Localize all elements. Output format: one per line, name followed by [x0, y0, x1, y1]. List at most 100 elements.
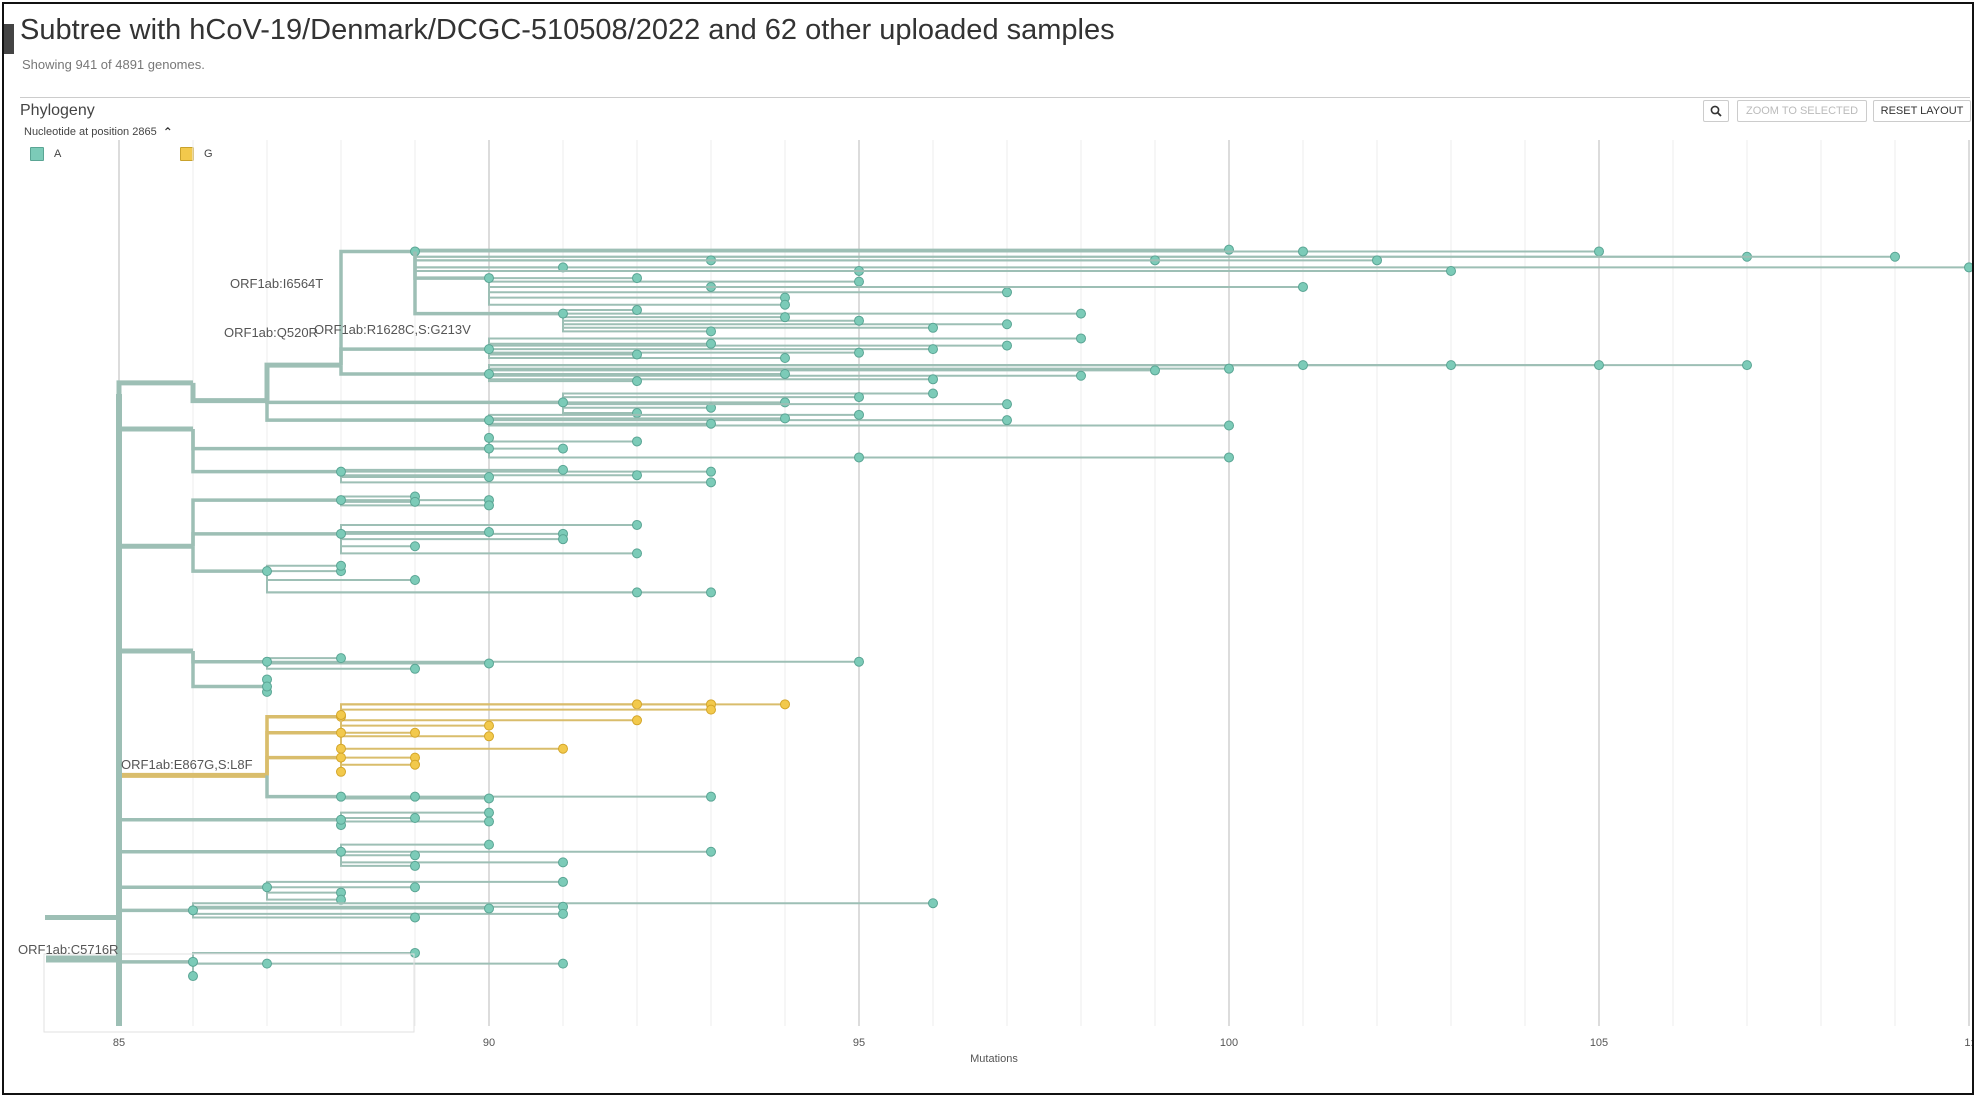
clade-branch: [339, 347, 489, 366]
tip-node: [1002, 399, 1012, 410]
tree-branch: [264, 362, 341, 401]
tip-branch: [192, 961, 267, 965]
x-tick-label: 105: [1590, 1037, 1608, 1049]
tip-node: [1446, 265, 1456, 276]
internal-node: [558, 397, 568, 408]
tip-branch: [488, 278, 1007, 294]
tree-branch: [190, 382, 267, 404]
internal-node: [336, 727, 346, 738]
legend-label-a: A: [54, 148, 62, 160]
clade-branch: [191, 498, 341, 547]
tip-node: [854, 452, 864, 463]
tip-node: [558, 958, 568, 969]
branch-mutation-label: ORF1ab:R1628C,S:G213V: [314, 322, 471, 337]
tip-branch: [266, 571, 637, 594]
divider: [20, 97, 1970, 98]
tip-node: [632, 715, 642, 726]
branch-mutation-label: ORF1ab:E867G,S:L8F: [121, 757, 253, 772]
tip-node: [336, 560, 346, 571]
tip-branch: [192, 910, 563, 915]
clade-branch: [191, 546, 267, 573]
zoom-to-selected-button[interactable]: ZOOM TO SELECTED: [1737, 100, 1867, 122]
tip-node: [1742, 360, 1752, 371]
tree-branch: [116, 380, 193, 634]
tip-node: [410, 947, 420, 958]
internal-node: [484, 344, 494, 355]
tip-node: [410, 850, 420, 861]
tip-node: [484, 432, 494, 443]
tip-node: [632, 273, 642, 284]
tip-node: [1298, 246, 1308, 257]
tip-branch: [340, 851, 415, 867]
tip-node: [928, 374, 938, 385]
tip-node: [484, 816, 494, 827]
tip-node: [706, 587, 716, 598]
legend-item-a[interactable]: A: [30, 147, 61, 161]
reset-layout-button[interactable]: RESET LAYOUT: [1873, 100, 1971, 122]
tip-node: [1446, 360, 1456, 371]
clade-branch: [191, 651, 267, 664]
tip-node: [558, 876, 568, 887]
clade-branch: [191, 532, 341, 547]
tip-branch: [340, 851, 563, 864]
tip-node: [632, 519, 642, 530]
tip-node: [706, 846, 716, 857]
tip-node: [1298, 360, 1308, 371]
tip-node: [632, 699, 642, 710]
x-tick-label: 100: [1220, 1037, 1238, 1049]
tip-branch: [340, 708, 711, 717]
tip-node: [1964, 262, 1972, 273]
internal-node: [484, 415, 494, 426]
tip-node: [1224, 363, 1234, 374]
legend-swatch-a: [30, 147, 44, 161]
tip-node: [484, 807, 494, 818]
internal-node: [336, 495, 346, 506]
tip-node: [1150, 365, 1160, 376]
legend-title: Nucleotide at position 2865: [24, 126, 157, 138]
legend-toggle[interactable]: Nucleotide at position 2865 ⌃: [24, 125, 173, 139]
tip-node: [336, 743, 346, 754]
tip-node: [632, 548, 642, 559]
panel-title: Phylogeny: [20, 102, 95, 119]
clade-branch: [265, 730, 341, 776]
tip-node: [706, 791, 716, 802]
tip-node: [484, 471, 494, 482]
tip-node: [558, 464, 568, 475]
tip-node: [928, 898, 938, 909]
tip-node: [410, 791, 420, 802]
tip-node: [1594, 246, 1604, 257]
tip-node: [632, 470, 642, 481]
clade-branch: [413, 251, 489, 280]
tip-node: [558, 908, 568, 919]
internal-node: [336, 791, 346, 802]
tip-node: [1076, 370, 1086, 381]
tip-node: [780, 699, 790, 710]
tip-node: [410, 759, 420, 770]
internal-node: [484, 273, 494, 284]
tip-node: [1890, 251, 1900, 262]
branch-mutation-label: ORF1ab:Q520R: [224, 325, 318, 340]
tip-node: [632, 305, 642, 316]
tip-node: [410, 541, 420, 552]
clade-branch: [339, 365, 489, 376]
page-title: Subtree with hCoV-19/Denmark/DCGC-510508…: [20, 14, 1115, 46]
tip-node: [1298, 281, 1308, 292]
tip-node: [632, 408, 642, 419]
tip-branch: [562, 313, 711, 333]
x-tick-label: 1:: [1964, 1037, 1973, 1049]
zoom-button[interactable]: [1703, 100, 1729, 122]
legend-label-g: G: [204, 148, 213, 160]
tip-node: [780, 413, 790, 424]
sidebar-toggle-handle[interactable]: [4, 24, 14, 54]
internal-node: [484, 443, 494, 454]
internal-node: [188, 905, 198, 916]
tip-branch: [340, 757, 415, 766]
tip-node: [1224, 452, 1234, 463]
tip-branch: [488, 448, 859, 459]
tip-node: [706, 326, 716, 337]
internal-node: [336, 814, 346, 825]
clade-branch: [265, 775, 341, 799]
tip-node: [706, 477, 716, 488]
tip-node: [1076, 308, 1086, 319]
